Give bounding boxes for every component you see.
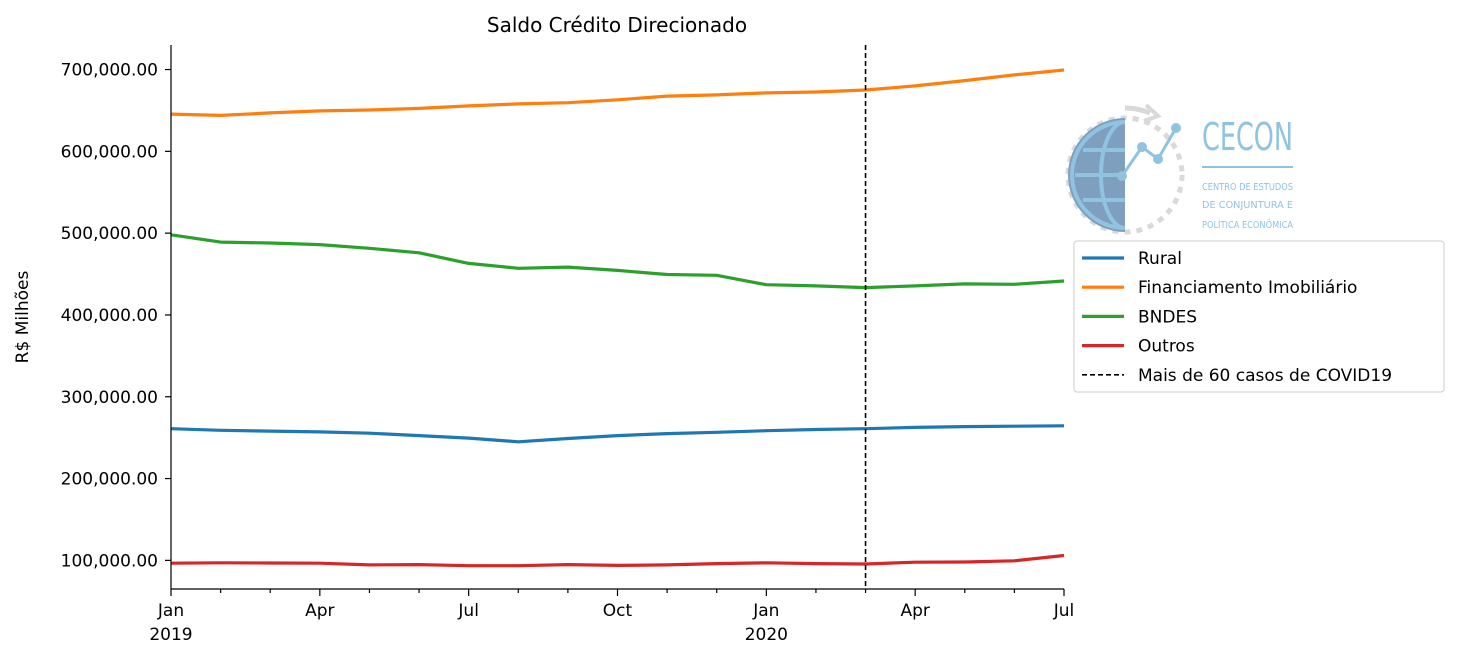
x-tick-label-3: Oct xyxy=(603,601,633,621)
x-tick-label-6: Jul xyxy=(1053,601,1075,621)
logo-subtitle-line3: POLÍTICA ECONÔMICA xyxy=(1202,218,1293,231)
y-tick-label-6: 700,000.00 xyxy=(61,61,158,81)
logo-subtitle-line1: CENTRO DE ESTUDOS xyxy=(1202,182,1293,193)
x-tick-year-4: 2020 xyxy=(745,625,788,645)
x-tick-label-0: Jan xyxy=(157,601,184,621)
axes: 100,000.00 200,000.00 300,000.00 400,000.00… xyxy=(61,45,1075,645)
logo-subtitle-line2: DE CONJUNTURA E xyxy=(1202,200,1293,211)
series-line-3 xyxy=(170,553,1065,568)
y-tick-label-3: 400,000.00 xyxy=(61,306,158,326)
x-tick-label-4: Jan xyxy=(752,601,779,621)
series-line-2 xyxy=(170,233,1065,290)
trend-icon xyxy=(1120,127,1178,177)
x-tick-label-1: Apr xyxy=(305,601,334,621)
legend-label-0: Rural xyxy=(1138,249,1182,269)
legend-label-4: Mais de 60 casos de COVID19 xyxy=(1138,366,1392,386)
cecon-logo: CECON CENTRO DE ESTUDOS DE CONJUNTURA E … xyxy=(1065,103,1293,235)
x-tick-label-5: Apr xyxy=(900,601,929,621)
series-line-0 xyxy=(170,424,1065,444)
y-tick-label-2: 300,000.00 xyxy=(61,388,158,408)
plot-lines xyxy=(170,45,1065,589)
legend-label-1: Financiamento Imobiliário xyxy=(1138,278,1357,298)
chart-title: Saldo Crédito Direcionado xyxy=(487,13,747,37)
legend-label-2: BNDES xyxy=(1138,307,1197,327)
y-tick-label-0: 100,000.00 xyxy=(61,551,158,571)
y-axis-label: R$ Milhões xyxy=(13,271,33,364)
logo-title: CECON xyxy=(1202,115,1293,159)
x-tick-year-0: 2019 xyxy=(149,625,192,645)
y-tick-label-1: 200,000.00 xyxy=(61,470,158,490)
legend-label-3: Outros xyxy=(1138,337,1195,357)
x-tick-label-2: Jul xyxy=(457,601,479,621)
series-line-1 xyxy=(170,68,1065,118)
y-tick-label-5: 600,000.00 xyxy=(61,142,158,162)
y-tick-label-4: 500,000.00 xyxy=(61,224,158,244)
chart-legend: Rural Financiamento Imobiliário BNDES Outro… xyxy=(1073,240,1445,393)
